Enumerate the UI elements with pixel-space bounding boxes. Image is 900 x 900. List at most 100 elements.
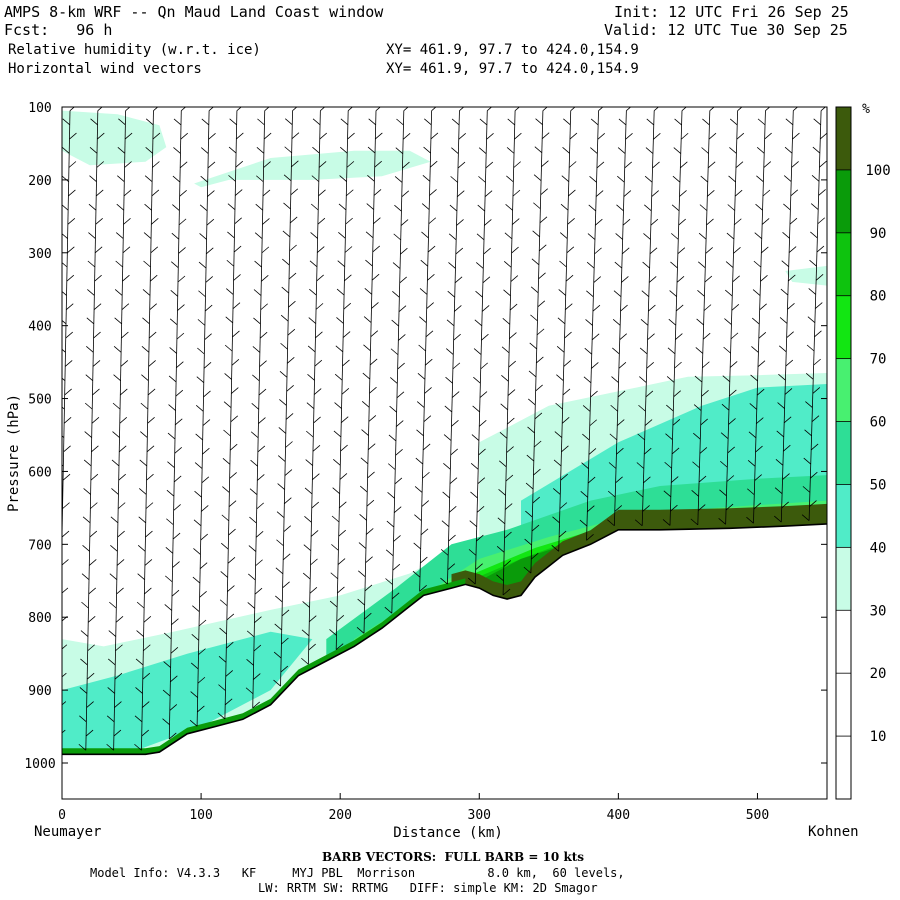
wind-barb-flag [80,658,88,666]
wind-barb-flag [670,504,678,512]
wind-barb-flag [702,332,711,340]
wind-barb-flag [556,374,564,382]
wind-barb-flag [198,619,207,627]
wind-barb-flag [640,319,649,326]
wind-barb-staff [808,110,822,521]
wind-barb-flag [346,189,354,197]
wind-barb-flag [228,500,237,508]
wind-barb-flag [446,348,454,355]
wind-barb-flag [398,334,406,341]
y-tick-label: 500 [28,393,51,408]
wind-barb-flag [91,417,100,424]
wind-barb-flag [303,544,312,551]
wind-barb-flag [447,290,455,298]
wind-barb-flag [196,376,205,383]
wind-barb-flag [141,729,149,737]
wind-barb-flag [623,190,632,197]
wind-barb-flag [106,743,114,751]
wind-barb-staff [391,110,405,614]
wind-barb-flag [111,488,119,495]
wind-barb-flag [82,516,91,524]
wind-barb-column-13 [412,107,439,592]
x-tick-label: 0 [58,808,66,823]
wind-barb-flag [781,260,789,268]
wind-barb-flag [730,332,739,340]
wind-barb-flag [122,246,131,254]
wind-barb-flag [753,260,762,268]
wind-barb-flag [143,644,151,652]
wind-barb-flag [51,744,58,750]
wind-barb-flag [592,304,601,312]
wind-barb-flag [113,729,122,737]
wind-barb-flag [252,701,260,709]
wind-barb-flag [253,644,262,652]
wind-barb-flag [541,132,550,139]
wind-barb-flag [619,333,628,340]
wind-barb-flag [90,473,99,481]
wind-barb-flag [62,473,71,481]
wind-barb-flag [699,447,708,454]
wind-barb-flag [279,399,287,406]
wind-barb-flag [367,443,376,450]
wind-barb-flag [538,272,546,280]
wind-barb-flag [173,147,181,154]
wind-barb-flag [778,373,786,381]
wind-barb-flag [191,634,200,641]
field-label-rh: Relative humidity (w.r.t. ice) [8,42,261,58]
wind-barb-flag [62,146,70,154]
wind-barb-flag [533,440,542,448]
wind-barb-flag [644,175,653,183]
wind-barb-flag [419,585,427,592]
wind-barb-flag [141,701,150,708]
wind-barb-flag [815,302,823,309]
wind-barb-flag [62,502,70,509]
wind-barb-flag [779,317,788,324]
wind-barb-flag [424,118,432,126]
wind-barb-flag [428,217,437,225]
wind-barb-flag [729,389,737,397]
wind-barb-staff [363,110,377,634]
wind-barb-flag [88,587,97,595]
wind-barb-flag [228,146,237,154]
wind-barb-flag [254,587,263,595]
wind-barb-flag [459,107,465,111]
wind-barb-flag [664,461,672,469]
wind-barb-flag [190,691,198,698]
wind-barb-flag [248,573,256,581]
wind-barb-flag [119,417,128,424]
wind-barb-flag [145,530,153,538]
wind-barb-flag [810,443,819,451]
wind-barb-flag [364,612,372,620]
wind-barb-flag [563,118,571,126]
wind-barb-flag [62,348,66,353]
wind-barb-flag [808,288,816,295]
wind-barb-flag [308,643,316,651]
wind-barb-flag [87,644,95,652]
wind-barb-flag [598,107,604,111]
wind-barb-flag [559,232,568,239]
wind-barb-flag [393,506,402,514]
wind-barb-flag [673,390,681,398]
wind-barb-flag [87,616,96,623]
wind-barb-flag [591,333,600,341]
wind-barb-flag [394,176,403,183]
colorbar-segment [836,295,851,359]
wind-barb-flag [707,161,716,169]
wind-barb-flag [301,629,310,637]
wind-barb-flag [537,300,546,308]
wind-barb-flag [542,107,548,111]
wind-barb-flag [496,545,505,553]
wind-barb-flag [401,190,410,198]
wind-barb-flag [228,175,236,182]
wind-barb-flag [336,317,344,324]
wind-barb-flag [561,417,570,424]
wind-barb-flag [621,247,630,255]
wind-barb-flag [52,716,59,722]
wind-barb-flag [449,477,458,484]
wind-barb-flag [442,491,450,499]
wind-barb-flag [653,132,661,140]
wind-barb-flag [117,530,125,538]
wind-barb-flag [106,715,115,723]
wind-barb-flag [116,559,125,566]
wind-barb-flag [254,260,262,268]
